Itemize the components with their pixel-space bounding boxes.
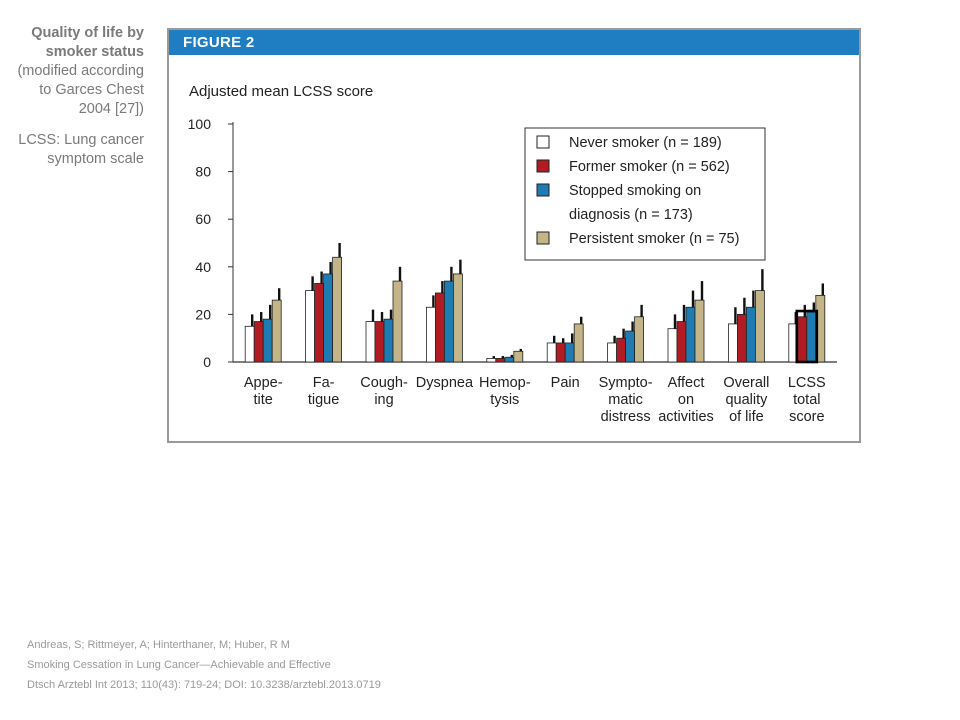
bar — [323, 273, 334, 363]
bar — [564, 342, 575, 363]
x-tick-label: Appe- — [244, 375, 283, 391]
bar — [797, 316, 808, 363]
legend-swatch — [536, 159, 550, 173]
citation-authors: Andreas, S; Rittmeyer, A; Hinterthaner, … — [27, 639, 290, 651]
x-tick-label: Fa- — [313, 375, 335, 391]
bar — [616, 337, 627, 363]
bar — [425, 306, 436, 363]
legend-label: diagnosis (n = 173) — [569, 207, 693, 223]
y-tick-label: 40 — [195, 259, 211, 275]
caption-source: (modified according to Garces Chest 2004… — [17, 63, 144, 117]
bar — [392, 280, 403, 363]
bar — [271, 299, 282, 363]
legend-label: Never smoker (n = 189) — [569, 135, 722, 151]
legend-swatch — [536, 183, 550, 197]
y-tick-label: 80 — [195, 164, 211, 180]
bar — [434, 292, 445, 363]
bar — [634, 316, 645, 363]
bar — [244, 325, 255, 363]
bar — [374, 321, 385, 363]
bar — [676, 321, 687, 363]
legend-swatch — [536, 231, 550, 245]
legend — [524, 127, 766, 261]
bar — [685, 306, 696, 363]
bar — [365, 321, 376, 363]
highlight-frame — [795, 309, 819, 364]
x-tick-label: quality — [725, 392, 768, 408]
legend-label: Persistent smoker (n = 75) — [569, 231, 739, 247]
side-caption: Quality of life by smoker status (modifi… — [10, 24, 144, 169]
legend-label: Stopped smoking on — [569, 183, 701, 199]
bar-chart: Adjusted mean LCSS score 0 20 40 60 80 100 Appe… — [188, 83, 837, 425]
bar — [728, 323, 738, 363]
bar — [555, 342, 566, 363]
y-tick-label: 0 — [203, 354, 211, 370]
x-tick-label: tysis — [490, 392, 519, 408]
y-tick-label: 100 — [188, 116, 212, 132]
y-tick-label: 20 — [195, 306, 211, 322]
x-tick-label: score — [789, 409, 824, 425]
bar — [806, 311, 817, 363]
bar — [546, 342, 557, 363]
x-tick-label: Dyspnea — [416, 375, 474, 391]
bar — [332, 256, 343, 363]
bar — [314, 283, 325, 363]
x-tick-label: LCSS — [788, 375, 826, 391]
bar — [253, 321, 264, 363]
citation-reference: Dtsch Arztebl Int 2013; 110(43): 719-24;… — [27, 679, 381, 691]
figure-header: FIGURE 2 — [169, 30, 859, 55]
bar — [694, 299, 705, 363]
x-tick-label: distress — [601, 409, 651, 425]
bar — [443, 280, 454, 363]
bar — [607, 342, 618, 363]
bar — [486, 358, 497, 363]
figure-panel: FIGURE 2 Adjusted mean LCSS score 0 20 40 60… — [167, 28, 861, 443]
caption-title: Quality of life by smoker status — [31, 25, 144, 60]
bar — [667, 328, 678, 363]
x-tick-label: Overall — [723, 375, 769, 391]
bar — [755, 290, 765, 363]
bar — [625, 330, 636, 363]
bar — [262, 318, 273, 363]
x-tick-label: Hemop- — [479, 375, 531, 391]
bar — [495, 358, 506, 363]
bar — [737, 313, 747, 363]
x-tick-label: tigue — [308, 392, 339, 408]
citation: Andreas, S; Rittmeyer, A; Hinterthaner, … — [27, 635, 381, 695]
chart-title: Adjusted mean LCSS score — [189, 83, 373, 100]
bar — [573, 323, 584, 363]
bar — [383, 318, 394, 363]
x-tick-label: Sympto- — [599, 375, 653, 391]
x-tick-label: matic — [608, 392, 643, 408]
x-tick-label: ing — [374, 392, 393, 408]
x-tick-label: Cough- — [360, 375, 408, 391]
x-tick-label: of life — [729, 409, 764, 425]
bar — [513, 350, 524, 363]
bar — [452, 273, 463, 363]
bar — [305, 290, 316, 363]
x-tick-label: Affect — [668, 375, 705, 391]
y-tick-label: 60 — [195, 211, 211, 227]
caption-abbreviation: LCSS: Lung cancer symptom scale — [18, 132, 144, 167]
bar — [746, 306, 756, 363]
legend-swatch — [536, 135, 550, 149]
citation-title: Smoking Cessation in Lung Cancer—Achieva… — [27, 659, 331, 671]
x-tick-label: activities — [658, 409, 714, 425]
x-tick-label: Pain — [551, 375, 580, 391]
bar — [504, 356, 515, 363]
x-tick-label: on — [678, 392, 694, 408]
x-tick-label: total — [793, 392, 820, 408]
legend-label: Former smoker (n = 562) — [569, 159, 730, 175]
x-tick-label: tite — [254, 392, 273, 408]
